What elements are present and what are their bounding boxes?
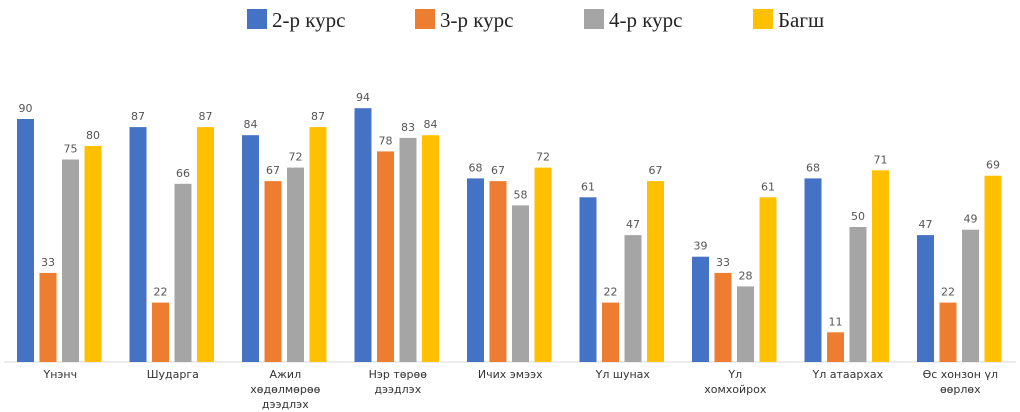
category-label: Ичих эмээх [478, 368, 543, 381]
bar [174, 183, 192, 362]
bar-value-label: 84 [244, 118, 258, 131]
bar [939, 302, 957, 362]
category-label: Нэр төрөө дээдлэх [369, 368, 428, 396]
legend-label-2: 3-р курс [440, 8, 513, 32]
bar-value-label: 71 [874, 153, 888, 166]
bar-value-label: 67 [491, 164, 505, 177]
bar-value-label: 33 [41, 256, 55, 269]
bar-value-label: 68 [469, 161, 483, 174]
bar-value-label: 39 [694, 240, 708, 253]
category-label: Үл атаархах [811, 368, 883, 381]
bar-value-label: 66 [176, 167, 190, 180]
bar-value-label: 49 [964, 213, 978, 226]
bar [17, 119, 34, 362]
bar [849, 227, 867, 362]
bar [377, 151, 394, 362]
legend-swatch-1 [247, 9, 267, 29]
bar-value-label: 61 [761, 180, 775, 193]
bar-value-label: 94 [356, 91, 370, 104]
bar [714, 272, 732, 362]
bar [602, 302, 619, 362]
bar-value-label: 47 [919, 218, 933, 231]
bar-value-label: 72 [289, 151, 303, 164]
bar [264, 181, 282, 362]
bar [197, 127, 214, 362]
bar [422, 135, 439, 362]
value-labels-group: 90 33 75 80 87 22 66 87 84 67 72 87 94 78 83 84 68 67 58 72… [19, 91, 1001, 328]
bar [917, 235, 934, 362]
legend-swatch-4 [753, 9, 773, 29]
bar [624, 235, 642, 362]
bar [647, 181, 664, 362]
bar-value-label: 69 [986, 159, 1000, 172]
bar [759, 197, 777, 362]
legend-label-3: 4-р курс [609, 8, 682, 32]
bar [804, 178, 822, 362]
bars-group [17, 108, 1002, 362]
bar-value-label: 87 [131, 110, 145, 123]
bar [962, 229, 979, 362]
legend-label-1: 2-р курс [272, 8, 345, 32]
bar-value-label: 67 [266, 164, 280, 177]
bar [354, 108, 372, 362]
bar-value-label: 22 [941, 286, 955, 299]
bar [489, 181, 507, 362]
bar-value-label: 11 [829, 315, 843, 328]
bar [827, 332, 844, 362]
bar [62, 159, 79, 362]
bar-value-label: 84 [424, 118, 438, 131]
bar-value-label: 72 [536, 151, 550, 164]
category-label: Өс хонзон үл өөрлөх [923, 368, 998, 396]
bar [872, 170, 889, 362]
bar-value-label: 47 [626, 218, 640, 231]
bar-value-label: 80 [86, 129, 100, 142]
bar [692, 256, 709, 362]
bar-value-label: 22 [604, 286, 618, 299]
bar-value-label: 83 [401, 121, 415, 134]
bar [242, 135, 259, 362]
bar [39, 272, 57, 362]
bar [152, 302, 169, 362]
bar-value-label: 68 [806, 161, 820, 174]
bar [399, 137, 417, 362]
bar-value-label: 61 [581, 180, 595, 193]
bar-value-label: 78 [379, 134, 393, 147]
bar-value-label: 87 [311, 110, 325, 123]
bar [737, 286, 754, 362]
legend-swatch-2 [415, 9, 435, 29]
bar [512, 205, 529, 362]
bar-value-label: 33 [716, 256, 730, 269]
category-label: Үнэнч [42, 368, 77, 381]
category-label: Үл хомхойрох [704, 368, 767, 396]
bar-value-label: 90 [19, 102, 33, 115]
bar-value-label: 75 [64, 143, 78, 156]
bar-value-label: 87 [199, 110, 213, 123]
bar [309, 127, 327, 362]
bar-value-label: 22 [154, 286, 168, 299]
bar-value-label: 67 [649, 164, 663, 177]
category-label: Шударга [147, 368, 199, 381]
category-labels-group: Үнэнч Шударга Ажил хөдөлмөрөө дээдлэх Нэр төр… [42, 368, 998, 411]
bar [287, 167, 304, 362]
bar [129, 127, 147, 362]
legend-label-4: Багш [778, 8, 824, 32]
bar [579, 197, 597, 362]
bar-value-label: 58 [514, 188, 528, 201]
chart-legend: 2-р курс 3-р курс 4-р курс Багш [247, 8, 824, 32]
category-label: Үл шунах [595, 368, 651, 381]
bar [84, 146, 102, 362]
bar-value-label: 50 [851, 210, 865, 223]
bar-value-label: 28 [739, 269, 753, 282]
legend-swatch-3 [584, 9, 604, 29]
category-label: Ажил хөдөлмөрөө дээдлэх [250, 368, 320, 411]
bar [534, 167, 552, 362]
bar [467, 178, 484, 362]
bar [984, 175, 1002, 362]
